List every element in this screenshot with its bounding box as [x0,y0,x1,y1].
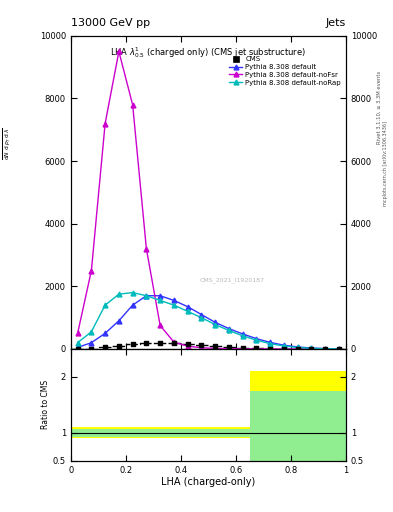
Text: CMS_2021_I1920187: CMS_2021_I1920187 [200,277,265,283]
Point [226,343,232,351]
Point [212,342,219,350]
Text: Rivet 3.1.10, ≥ 3.3M events: Rivet 3.1.10, ≥ 3.3M events [377,71,382,144]
Point [239,344,246,352]
Point [267,345,273,353]
Text: mcplots.cern.ch [arXiv:1306.3436]: mcplots.cern.ch [arXiv:1306.3436] [383,121,387,206]
Text: $\frac{1}{\mathrm{d}N}\,\frac{\mathrm{d}^2 N}{\mathrm{d}\,p_T\,\mathrm{d}\,\lamb: $\frac{1}{\mathrm{d}N}\,\frac{\mathrm{d}… [0,127,13,160]
Point [294,345,301,353]
Point [336,345,342,353]
Legend: CMS, Pythia 8.308 default, Pythia 8.308 default-noFsr, Pythia 8.308 default-noRa: CMS, Pythia 8.308 default, Pythia 8.308 … [228,55,342,87]
Point [185,340,191,348]
Point [322,345,329,353]
Point [116,342,122,350]
Point [75,345,81,353]
Point [157,338,163,347]
Y-axis label: Ratio to CMS: Ratio to CMS [41,380,50,430]
Point [308,345,314,353]
Point [281,345,287,353]
Point [171,339,177,347]
Point [198,341,204,349]
Point [102,344,108,352]
Text: LHA $\lambda^{1}_{0.5}$ (charged only) (CMS jet substructure): LHA $\lambda^{1}_{0.5}$ (charged only) (… [110,45,306,60]
X-axis label: LHA (charged-only): LHA (charged-only) [161,477,255,487]
Point [253,344,260,352]
Text: Jets: Jets [325,18,346,28]
Text: 13000 GeV pp: 13000 GeV pp [71,18,150,28]
Point [143,338,149,347]
Point [130,340,136,348]
Point [88,345,94,353]
